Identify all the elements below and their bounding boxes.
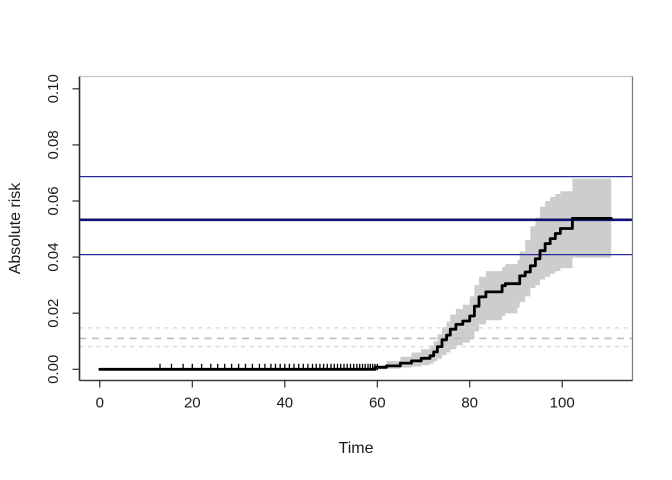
x-tick-label: 0 <box>96 395 104 412</box>
y-tick-label: 0.02 <box>45 299 62 328</box>
y-tick-label: 0.04 <box>45 242 62 271</box>
confidence-band <box>375 178 612 370</box>
y-tick-label: 0.10 <box>45 74 62 103</box>
x-tick-label: 60 <box>369 395 386 412</box>
risk-curve <box>98 217 613 371</box>
x-tick-label: 100 <box>550 395 575 412</box>
x-tick-label: 20 <box>184 395 201 412</box>
y-axis-title: Absolute risk <box>7 182 24 275</box>
x-axis-title: Time <box>339 440 374 457</box>
y-tick-label: 0.08 <box>45 130 62 159</box>
y-tick-label: 0.06 <box>45 186 62 215</box>
y-tick-label: 0.00 <box>45 355 62 384</box>
x-tick-label: 40 <box>276 395 293 412</box>
x-tick-label: 80 <box>461 395 478 412</box>
